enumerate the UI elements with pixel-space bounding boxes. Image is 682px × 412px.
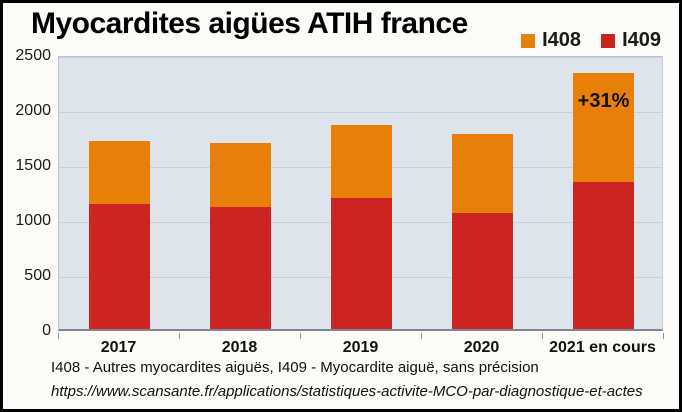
legend-swatch-i409 — [601, 33, 616, 48]
bar-segment-i409-2018 — [210, 207, 271, 329]
y-tick-label-0: 0 — [42, 322, 51, 339]
y-tick-label-1500: 1500 — [15, 157, 51, 174]
x-tick-label-2018: 2018 — [221, 339, 258, 356]
x-tick-label-2017: 2017 — [100, 339, 137, 356]
y-tick-label-1000: 1000 — [15, 212, 51, 229]
x-axis-tick — [542, 333, 543, 339]
bar-segment-i408-2020 — [452, 133, 513, 213]
chart-title: Myocardites aigües ATIH france — [31, 7, 468, 40]
x-axis-tick — [421, 333, 422, 339]
x-tick-label-2020: 2020 — [463, 339, 500, 356]
y-tick-label-2500: 2500 — [15, 47, 51, 64]
y-tick-label-500: 500 — [24, 267, 51, 284]
plot-area: +31% — [58, 56, 663, 331]
legend-label-i408: I408 — [542, 29, 582, 51]
x-axis-tick — [179, 333, 180, 339]
legend-item-i409: I409 — [601, 29, 661, 52]
footnote-codes: I408 - Autres myocardites aiguës, I409 -… — [51, 359, 539, 376]
legend-label-i409: I409 — [622, 29, 661, 51]
bar-segment-i408-2021 — [573, 73, 634, 182]
bar-segment-i409-2019 — [331, 197, 392, 329]
bar-segment-i409-2020 — [452, 212, 513, 329]
gridline-2500 — [59, 57, 662, 58]
x-tick-label-2019: 2019 — [342, 339, 379, 356]
bar-segment-i408-2017 — [89, 140, 150, 205]
y-tick-label-2000: 2000 — [15, 102, 51, 119]
legend-swatch-i408 — [521, 33, 536, 48]
x-axis-tick — [300, 333, 301, 339]
bar-segment-i409-2017 — [89, 204, 150, 329]
gridline-2000 — [59, 112, 662, 113]
x-axis-tick — [58, 333, 59, 339]
legend: I408 I409 — [521, 29, 661, 52]
x-tick-label-2021: 2021 en cours — [549, 339, 656, 356]
x-axis-tick — [663, 333, 664, 339]
footnote-source-url: https://www.scansante.fr/applications/st… — [51, 383, 643, 400]
bar-segment-i408-2019 — [331, 124, 392, 198]
annotation-plus31: +31% — [577, 90, 630, 113]
bar-segment-i408-2018 — [210, 142, 271, 208]
bar-segment-i409-2021 — [573, 181, 634, 329]
legend-item-i408: I408 — [521, 29, 581, 52]
